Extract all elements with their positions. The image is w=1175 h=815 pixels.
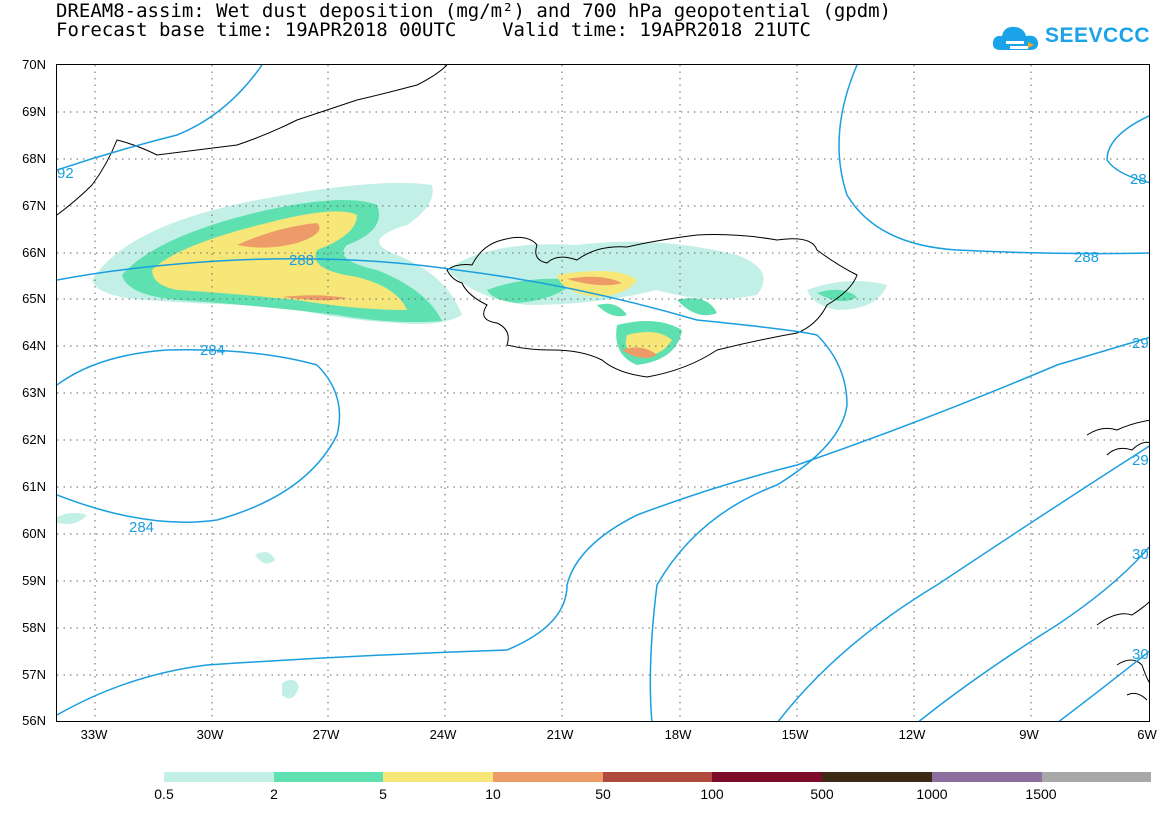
lon-label: 21W [546, 727, 574, 742]
legend-label: 50 [595, 786, 611, 802]
legend-label: 10 [485, 786, 501, 802]
contour-label: 29 [1132, 335, 1149, 352]
lat-label: 70N [22, 57, 46, 72]
legend-label: 5 [379, 786, 387, 802]
forecast-times: Forecast base time: 19APR2018 00UTC Vali… [56, 19, 811, 41]
legend-label: 1000 [916, 786, 948, 802]
map-title: DREAM8-assim: Wet dust deposition (mg/m²… [56, 0, 892, 22]
dust-deposition-shading [57, 182, 887, 699]
lat-label: 67N [22, 198, 46, 213]
map-canvas: 92 284 284 288 288 28 29 29 30 30 [57, 65, 1149, 721]
lon-label: 15W [781, 727, 809, 742]
legend-colorbar [164, 772, 1152, 782]
legend-label: 0.5 [154, 786, 174, 802]
contour-label: 284 [129, 519, 154, 536]
contour-label: 284 [200, 342, 225, 359]
geopotential-contours [57, 65, 1149, 721]
legend-label: 100 [700, 786, 724, 802]
lon-label: 9W [1019, 727, 1039, 742]
legend-swatch [164, 772, 274, 782]
legend-swatch [712, 772, 823, 782]
map-panel: 92 284 284 288 288 28 29 29 30 30 [56, 64, 1150, 722]
contour-label: 288 [1074, 249, 1099, 266]
logo-text: SEEVCCC [1045, 24, 1151, 47]
lat-label: 57N [22, 667, 46, 682]
lat-label: 68N [22, 151, 46, 166]
lon-label: 27W [312, 727, 340, 742]
lat-label: 58N [22, 620, 46, 635]
graticule [57, 65, 1149, 721]
legend-label: 500 [810, 786, 834, 802]
lat-label: 61N [22, 479, 46, 494]
legend-swatch [273, 772, 384, 782]
lat-label: 62N [22, 432, 46, 447]
lon-label: 18W [664, 727, 692, 742]
lat-label: 56N [22, 713, 46, 728]
lat-label: 60N [22, 526, 46, 541]
lat-label: 65N [22, 291, 46, 306]
lat-label: 66N [22, 245, 46, 260]
lon-label: 6W [1137, 727, 1157, 742]
lat-label: 69N [22, 104, 46, 119]
legend-swatch [931, 772, 1042, 782]
coastlines [57, 65, 1149, 701]
legend-swatch [1041, 772, 1152, 782]
seevccc-logo [990, 20, 1155, 60]
contour-label: 29 [1132, 452, 1149, 469]
contour-labels: 92 284 284 288 288 28 29 29 30 30 [57, 165, 1149, 663]
legend-swatch [383, 772, 494, 782]
contour-label: 30 [1132, 546, 1149, 563]
lon-label: 24W [429, 727, 457, 742]
legend-swatch [602, 772, 713, 782]
contour-label: 28 [1130, 171, 1147, 188]
legend-label: 1500 [1025, 786, 1057, 802]
lat-label: 64N [22, 338, 46, 353]
cloud-logo-icon [992, 26, 1039, 50]
lon-label: 33W [80, 727, 108, 742]
contour-label: 92 [57, 165, 74, 182]
contour-label: 288 [289, 252, 314, 269]
legend-swatch [822, 772, 932, 782]
contour-label: 30 [1132, 646, 1149, 663]
legend-label: 2 [270, 786, 278, 802]
lat-label: 63N [22, 385, 46, 400]
lon-label: 30W [196, 727, 224, 742]
lon-label: 12W [898, 727, 926, 742]
legend-swatch [493, 772, 603, 782]
lat-label: 59N [22, 573, 46, 588]
